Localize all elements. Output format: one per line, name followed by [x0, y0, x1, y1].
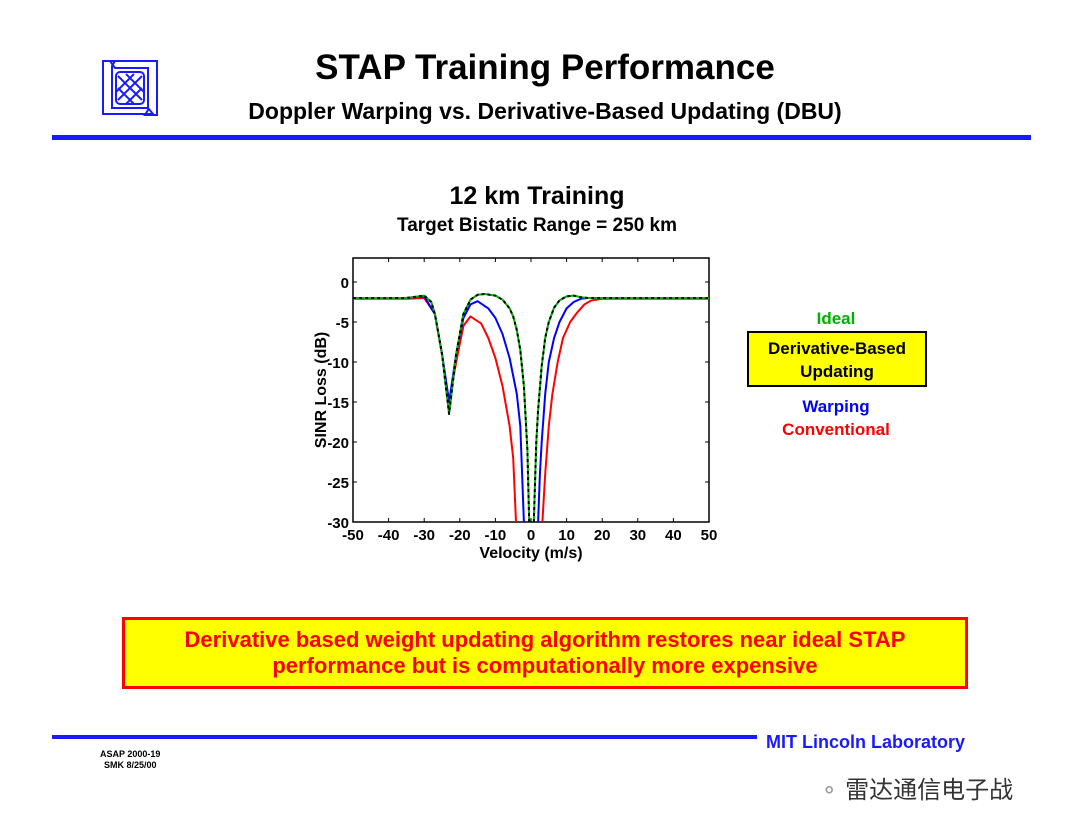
- wechat-icon: ⚬: [820, 778, 839, 803]
- x-tick-label: -30: [413, 527, 435, 544]
- footer-author-date: SMK 8/25/00: [104, 760, 157, 770]
- watermark: ⚬ 雷达通信电子战: [820, 770, 1013, 805]
- y-tick-label: -5: [336, 315, 349, 332]
- x-axis-label: Velocity (m/s): [479, 545, 582, 562]
- x-tick-label: -50: [342, 527, 364, 544]
- y-tick-label: -30: [327, 515, 349, 532]
- page-subtitle: Doppler Warping vs. Derivative-Based Upd…: [248, 98, 842, 124]
- callout-line1: Derivative based weight updating algorit…: [184, 627, 906, 652]
- legend-conventional: Conventional: [782, 420, 890, 439]
- footer-code: ASAP 2000-19: [100, 749, 161, 759]
- series-line-warping: [353, 295, 709, 522]
- x-tick-label: -40: [378, 527, 400, 544]
- conclusion-callout: Derivative based weight updating algorit…: [122, 617, 968, 689]
- y-tick-label: -25: [327, 475, 349, 492]
- x-tick-label: 10: [558, 527, 575, 544]
- series-line-derivative-based-updating: [353, 293, 709, 522]
- legend-dbu-line2: Updating: [800, 362, 874, 381]
- legend-dbu-box: Derivative-Based Updating: [747, 331, 927, 387]
- y-tick-label: -10: [327, 355, 349, 372]
- callout-line2: performance but is computationally more …: [272, 653, 818, 678]
- mit-logo-icon: [102, 60, 158, 116]
- x-tick-label: 40: [665, 527, 682, 544]
- x-tick-label: -20: [449, 527, 471, 544]
- x-tick-label: 50: [701, 527, 718, 544]
- legend-ideal: Ideal: [816, 309, 856, 328]
- lab-name: MIT Lincoln Laboratory: [766, 732, 966, 752]
- watermark-text: 雷达通信电子战: [845, 777, 1014, 804]
- header-divider: [52, 135, 1031, 140]
- y-tick-label: -20: [327, 435, 349, 452]
- legend-warping: Warping: [802, 397, 870, 416]
- footer-divider: [52, 735, 757, 739]
- y-axis-label: SINR Loss (dB): [313, 332, 330, 448]
- y-tick-label: -15: [327, 395, 349, 412]
- x-tick-label: 0: [527, 527, 535, 544]
- chart-title: 12 km Training: [449, 182, 625, 210]
- sinr-loss-chart: -50 -40 -30 -20 -10 0 10 20 30 40 50 0 -5 -10 -15 -20 -2…: [313, 257, 718, 562]
- x-tick-label: -10: [485, 527, 507, 544]
- page-title: STAP Training Performance: [315, 48, 775, 87]
- x-tick-label: 20: [594, 527, 611, 544]
- chart-subtitle: Target Bistatic Range = 250 km: [396, 215, 678, 236]
- y-tick-label: 0: [341, 275, 349, 292]
- legend-dbu-line1: Derivative-Based: [768, 339, 906, 358]
- x-tick-label: 30: [629, 527, 646, 544]
